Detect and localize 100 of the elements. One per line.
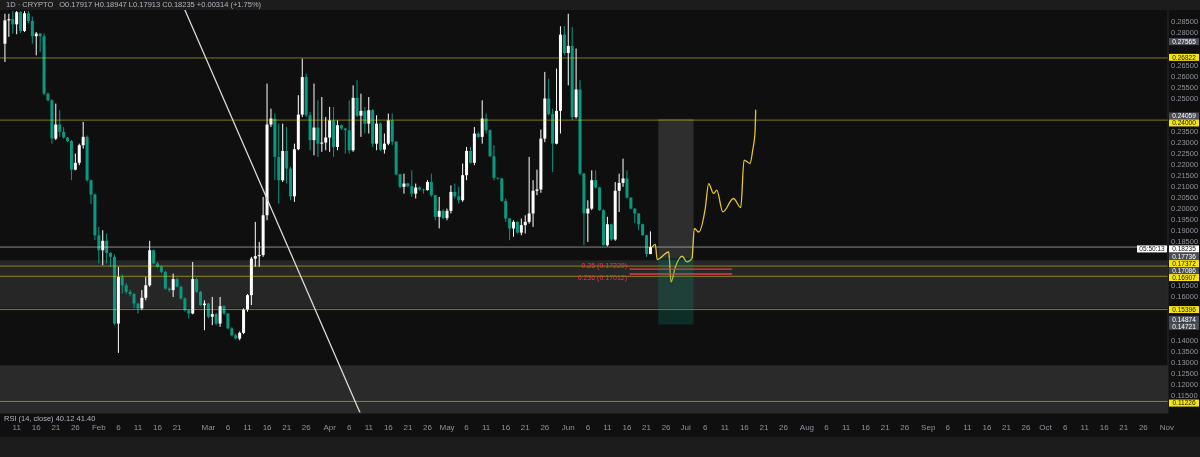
candlestick [523,214,527,235]
candlestick [347,99,351,155]
x-tick-label: Jun [561,422,575,432]
x-tick-label: 26 [1138,422,1149,432]
x-tick-label: 6 [703,422,709,432]
x-tick-label: 11 [841,422,851,432]
candlestick [402,173,406,195]
x-tick-label: 21 [1119,422,1129,432]
x-tick-label: Apr [323,422,337,432]
candlestick [15,10,19,35]
x-tick-label: 26 [540,422,550,432]
candlestick [429,173,433,198]
x-tick-label: 21 [642,422,652,432]
candlestick [171,273,175,298]
x-tick-label: 6 [464,422,470,432]
x-tick-label: 16 [153,422,163,432]
x-tick-label: 11 [603,422,613,432]
x-tick-label: 21 [403,422,413,432]
x-tick-label: 16 [383,422,394,432]
x-tick-label: Oct [1039,422,1053,432]
candlestick [54,103,58,141]
candlestick [312,83,316,156]
candlestick [562,25,566,56]
candlestick [410,169,414,198]
x-tick-label: 21 [759,422,769,432]
candlestick [605,216,609,247]
candlestick [382,133,386,155]
x-tick-label: 16 [622,422,632,432]
candlestick [19,10,23,34]
candlestick [81,121,85,150]
x-tick-label: 11 [364,422,374,432]
x-tick-label: 6 [116,422,122,432]
candlestick [359,93,363,138]
x-tick-label: 11 [1080,422,1090,432]
x-tick-label: Sep [921,422,936,432]
x-tick-label: 11 [720,422,730,432]
candlestick [363,106,367,135]
x-tick-label: 16 [861,422,871,432]
x-tick-label: 26 [779,422,789,432]
x-tick-label: 16 [982,422,992,432]
x-tick-label: Jul [680,422,692,432]
x-tick-label: 21 [880,422,891,432]
x-tick-label: Feb [91,422,107,432]
candlestick [105,233,109,264]
x-tick-label: Mar [201,422,216,432]
x-tick-label: 26 [70,422,81,432]
candlestick [594,169,598,190]
x-tick-label: 11 [133,422,143,432]
x-tick-label: 6 [585,422,591,432]
x-tick-label: 21 [51,422,61,432]
candlestick [120,273,124,294]
candlestick [621,158,625,188]
candlestick [437,196,441,229]
candlestick [30,16,34,45]
x-tick-label: 21 [520,422,531,432]
candlestick [11,10,15,35]
candlestick [566,13,570,86]
x-tick-label: 11 [482,422,491,432]
x-tick-label: 26 [423,422,433,432]
x-tick-label: May [439,422,455,432]
x-tick-label: 16 [31,422,42,432]
candlestick [140,289,144,311]
candlestick [58,109,62,138]
x-tick-label: 11 [243,422,253,432]
candlestick [320,96,324,153]
x-tick-label: 26 [301,422,312,432]
x-tick-label: 21 [282,422,292,432]
candlestick [328,106,332,153]
candlestick [355,79,359,118]
x-tick-label: 6 [225,422,231,432]
x-tick-label: 26 [661,422,672,432]
candlestick [343,127,347,155]
x-tick-label: 11 [12,422,22,432]
candlestick [547,78,551,116]
candlestick [210,296,214,326]
candlestick [285,126,289,185]
candlestick [504,198,508,223]
candlestick [480,99,484,145]
x-tick-label: 21 [1002,422,1012,432]
candlestick [253,221,257,268]
candlestick [101,229,105,266]
candlestick [316,99,320,158]
x-tick-label: 16 [501,422,511,432]
x-tick-label: 16 [1099,422,1110,432]
candlestick [77,143,81,166]
x-tick-label: 16 [262,422,273,432]
candlestick [23,10,26,33]
x-tick-label: 6 [824,422,830,432]
candlestick [500,177,504,203]
candlestick [386,113,390,146]
x-tick-label: 6 [945,422,951,432]
candlestick [598,186,602,212]
candlestick [3,13,7,63]
x-tick-label: 6 [347,422,353,432]
candlestick [433,194,437,221]
candlestick [242,307,246,335]
candlestick [163,270,167,291]
x-tick-label: 21 [172,422,183,432]
candlestick [527,156,531,225]
candlestick [335,119,339,151]
